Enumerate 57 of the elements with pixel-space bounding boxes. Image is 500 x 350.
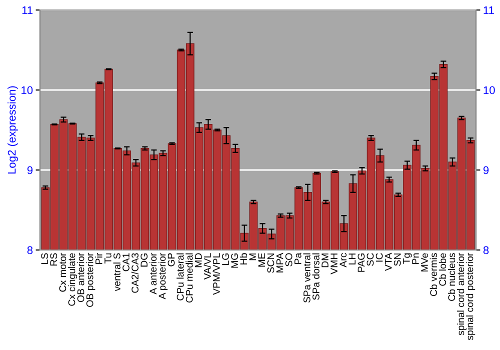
x-tick-label: DG — [140, 254, 148, 267]
x-tick-label: A anterior — [149, 252, 157, 294]
x-tick-label: Pir — [95, 252, 102, 264]
x-tick-label: VTA — [384, 252, 392, 271]
x-tick-label: CPu medial — [186, 253, 193, 303]
x-tick-label: SPa dorsal — [312, 253, 320, 300]
x-tick-label: IC — [376, 253, 383, 262]
x-tick-label: VA/VL — [204, 253, 211, 280]
x-tick-label: CA2/CA3 — [131, 253, 138, 293]
x-tick-label: CPu lateral — [176, 253, 184, 300]
x-tick-label: MG — [231, 254, 238, 268]
x-tick-label: Pa — [294, 252, 302, 264]
x-tick-label: LG — [222, 254, 229, 265]
x-tick-label: SPa ventral — [303, 253, 310, 303]
x-tick-label: MD — [195, 253, 202, 268]
y-tick-label: 10 — [22, 86, 33, 94]
x-tick-label: M — [249, 254, 256, 260]
y2-tick-label: 10 — [484, 86, 495, 94]
x-tick-label: Cb vermis — [430, 253, 437, 296]
x-tick-label: RS — [50, 253, 58, 266]
x-tick-label: Cb lobe — [438, 253, 446, 286]
x-tick-label: VMH — [330, 254, 338, 274]
x-tick-label: DM — [322, 254, 328, 268]
y2-tick-label: 9 — [483, 166, 489, 174]
x-tick-label: MVe — [421, 253, 428, 272]
x-tick-label: LH — [348, 254, 356, 264]
x-tick-label: Tg — [403, 253, 412, 264]
x-tick-label: spinal cord anterior — [456, 252, 466, 336]
x-tick-label: SN — [394, 254, 401, 266]
y-tick-label: 8 — [27, 246, 33, 254]
x-tick-label: SCN — [267, 254, 274, 273]
y-tick-label: 11 — [22, 6, 33, 14]
x-tick-label: PAG — [358, 254, 365, 272]
x-tick-label: Arc — [340, 253, 347, 268]
x-tick-label: Cx motor — [59, 252, 66, 292]
x-tick-label: SC — [366, 253, 374, 266]
y-tick-label: 9 — [27, 166, 33, 174]
x-tick-label: MPA — [276, 252, 284, 272]
x-tick-label: GP — [168, 253, 175, 266]
x-tick-label: OB posterior — [86, 252, 96, 307]
x-tick-label: ventral S — [113, 253, 120, 292]
x-tick-label: SO — [285, 253, 292, 266]
x-tick-label: OB anterior — [77, 252, 84, 302]
x-tick-label: Pn — [412, 253, 419, 264]
x-tick-label: Cx cingulate — [68, 253, 78, 306]
x-tick-label: Hb — [240, 253, 248, 264]
y2-tick-label: 11 — [484, 6, 494, 14]
x-tick-label: LS — [41, 253, 48, 264]
x-tick-label: spinal cord posterior — [466, 252, 476, 340]
x-tick-label: ME — [258, 253, 266, 267]
y-axis-title: Log2 (expression) — [8, 86, 18, 174]
x-tick-label: CA1 — [122, 253, 130, 272]
x-tick-label: Tu — [104, 253, 112, 264]
x-tick-label: Cb nucleus — [448, 253, 456, 301]
x-tick-label: VPM/VPL — [212, 253, 220, 295]
y2-tick-label: 8 — [483, 246, 489, 254]
x-tick-label: A posterior — [158, 252, 168, 300]
